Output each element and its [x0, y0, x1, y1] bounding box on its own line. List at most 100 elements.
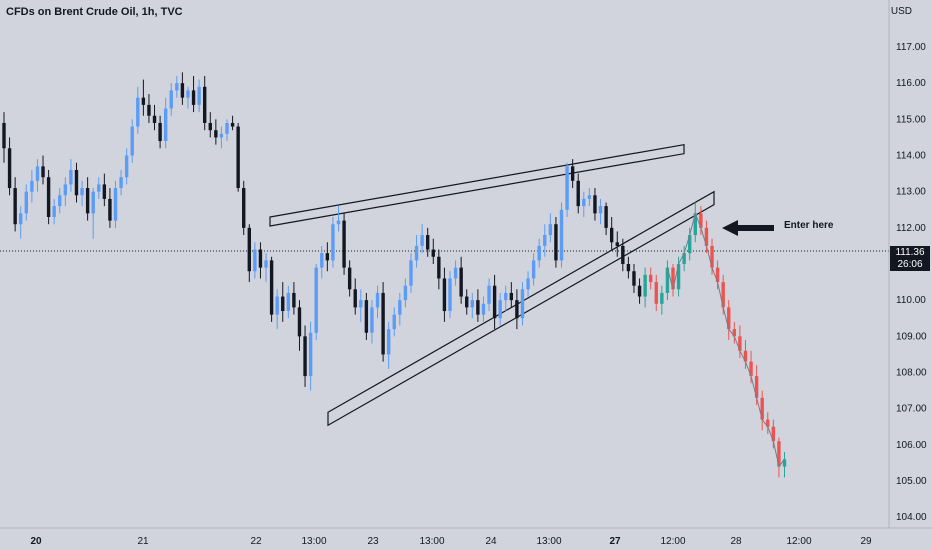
- projection-path: [666, 213, 696, 290]
- candle-body: [175, 83, 179, 91]
- candle-body: [699, 213, 703, 228]
- channel-band: [327, 190, 715, 427]
- candle-body: [158, 122, 162, 142]
- candle-body: [459, 267, 463, 297]
- candle-body: [448, 278, 452, 312]
- candle-body: [308, 332, 313, 377]
- time-tick-label: 21: [137, 536, 149, 547]
- candle-body: [621, 245, 625, 264]
- candle-body: [141, 97, 146, 105]
- candle-body: [303, 336, 307, 377]
- candle-body: [264, 260, 268, 268]
- candle-body: [113, 188, 118, 221]
- candle-body: [297, 307, 302, 337]
- last-price-value: 111.36: [895, 247, 925, 258]
- candle-body: [347, 267, 352, 290]
- candle-body: [197, 86, 201, 105]
- time-tick-label: 23: [367, 536, 379, 547]
- candle-body: [314, 267, 318, 333]
- candle-body: [704, 227, 709, 246]
- time-tick-label: 20: [30, 536, 42, 547]
- candle-body: [782, 459, 787, 467]
- candle-body: [688, 235, 692, 254]
- candle-body: [453, 267, 458, 279]
- time-tick-label: 12:00: [786, 536, 811, 547]
- candle-body: [398, 300, 402, 315]
- candle-body: [180, 83, 185, 98]
- candle-body: [108, 198, 112, 221]
- candle-body: [637, 285, 642, 297]
- candle-body: [242, 188, 246, 228]
- candle-body: [214, 130, 218, 138]
- enter-here-annotation: Enter here: [784, 220, 834, 231]
- candle-body: [649, 274, 653, 283]
- price-tick-label: 114.00: [896, 151, 926, 162]
- candle-body: [403, 285, 408, 301]
- candle-body: [325, 253, 330, 261]
- bar-countdown: 26:06: [897, 259, 923, 270]
- candle-body: [381, 292, 385, 355]
- candle-body: [587, 195, 592, 199]
- time-tick-label: 13:00: [301, 536, 326, 547]
- candle-body: [598, 206, 603, 214]
- candle-body: [760, 397, 764, 420]
- candle-body: [743, 350, 748, 362]
- candles: [2, 72, 787, 478]
- candle-body: [80, 188, 84, 196]
- candle-body: [654, 282, 658, 304]
- candle-body: [570, 166, 575, 181]
- candle-body: [7, 148, 12, 189]
- candle-body: [13, 188, 17, 225]
- enter-arrow-icon: [722, 220, 774, 236]
- candle-body: [721, 282, 725, 308]
- candle-body: [465, 296, 469, 308]
- candle-body: [130, 126, 134, 156]
- time-tick-label: 13:00: [419, 536, 444, 547]
- time-axis[interactable]: 20 21 22 13:00 23 13:00 24 13:00 27 12:00 28 12:00 2…: [30, 536, 872, 547]
- candle-body: [331, 224, 335, 261]
- candle-body: [437, 256, 441, 279]
- candle-body: [359, 300, 363, 308]
- last-price-badge: 111.36 26:06: [890, 246, 930, 271]
- candle-body: [498, 300, 502, 319]
- candle-body: [671, 267, 675, 290]
- candle-body: [91, 191, 95, 214]
- candle-body: [559, 209, 564, 261]
- price-tick-label: 107.00: [896, 404, 927, 415]
- candle-body: [431, 249, 435, 257]
- candle-body: [336, 220, 341, 225]
- candle-body: [63, 184, 68, 196]
- price-tick-label: 108.00: [896, 367, 927, 378]
- candle-body: [682, 253, 686, 264]
- candle-body: [163, 108, 168, 142]
- candle-body: [69, 169, 73, 185]
- candle-body: [504, 292, 508, 301]
- candle-body: [97, 184, 101, 192]
- price-tick-label: 105.00: [896, 476, 927, 487]
- candle-body: [85, 188, 90, 214]
- candle-body: [191, 90, 196, 105]
- candle-body: [554, 224, 558, 261]
- candle-body: [30, 180, 34, 192]
- candle-body: [230, 122, 235, 127]
- candle-body: [727, 307, 731, 330]
- candle-body: [375, 292, 380, 308]
- candle-body: [632, 271, 636, 286]
- candle-body: [515, 300, 519, 319]
- candle-body: [409, 260, 413, 286]
- candle-body: [225, 122, 229, 134]
- time-tick-label: 13:00: [536, 536, 561, 547]
- candle-body: [203, 86, 207, 123]
- candle-body: [24, 191, 28, 214]
- candle-body: [370, 307, 374, 333]
- candle-body: [626, 264, 631, 272]
- candle-body: [19, 213, 23, 225]
- price-axis[interactable]: 104.00 105.00 106.00 107.00 108.00 109.00 110.…: [896, 42, 927, 523]
- candle-body: [526, 278, 530, 290]
- price-tick-label: 116.00: [896, 78, 926, 89]
- candle-body: [208, 122, 212, 131]
- candle-body: [74, 169, 79, 196]
- candle-body: [124, 155, 129, 178]
- price-tick-label: 106.00: [896, 440, 927, 451]
